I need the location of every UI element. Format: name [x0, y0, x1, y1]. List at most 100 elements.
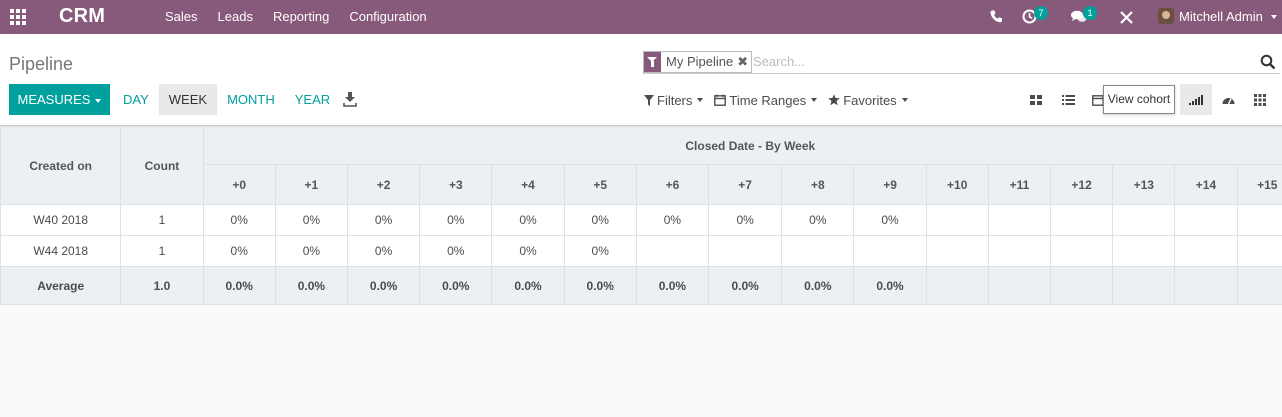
interval-year[interactable]: YEAR — [294, 92, 331, 107]
menu-leads[interactable]: Leads — [217, 9, 253, 24]
dashboard-icon — [1222, 98, 1234, 105]
cohort-cell[interactable]: 0% — [563, 235, 637, 267]
cohort-view-button[interactable] — [1180, 84, 1212, 115]
phone-icon[interactable] — [990, 10, 1002, 23]
average-count: 1.0 — [120, 266, 204, 305]
search-bar: My Pipeline ✖ — [643, 50, 1280, 74]
filters-caret-icon — [697, 98, 704, 102]
cohort-table-container: Created on Count Closed Date - By Week +… — [0, 126, 1282, 305]
average-cell — [1050, 266, 1114, 305]
cohort-cell — [1050, 204, 1114, 236]
cohort-cell — [1174, 235, 1238, 267]
cohort-cell — [853, 235, 927, 267]
control-panel: Pipeline My Pipeline ✖ MEASURES DAY WEEK… — [0, 34, 1282, 126]
activity-count-badge: 7 — [1034, 6, 1048, 20]
cohort-cell — [987, 235, 1052, 267]
interval-month[interactable]: MONTH — [227, 92, 275, 107]
top-menu: Sales Leads Reporting Configuration — [165, 0, 447, 34]
cohort-cell[interactable]: 0% — [202, 204, 276, 236]
cohort-cell[interactable]: 0% — [781, 204, 855, 236]
main-navbar: CRM Sales Leads Reporting Configuration … — [0, 0, 1282, 34]
search-facet: My Pipeline ✖ — [643, 51, 753, 73]
menu-sales[interactable]: Sales — [165, 9, 198, 24]
cohort-cell[interactable]: 0% — [853, 204, 927, 236]
page-title: Pipeline — [9, 54, 74, 74]
average-cell: 0.0% — [346, 266, 421, 305]
cohort-cell — [1236, 204, 1282, 236]
app-switcher-icon[interactable] — [10, 9, 26, 25]
cohort-cell — [781, 235, 855, 267]
favorites-dropdown[interactable]: Favorites — [828, 92, 908, 108]
app-brand[interactable]: CRM — [59, 5, 106, 27]
search-input[interactable] — [753, 50, 1253, 72]
average-cell: 0.0% — [202, 266, 276, 305]
measures-label: MEASURES — [17, 92, 91, 107]
cohort-cell — [925, 204, 989, 236]
period-column-header: +6 — [635, 164, 710, 205]
cohort-cell[interactable]: 0% — [202, 235, 276, 267]
kanban-view-button[interactable] — [1020, 84, 1052, 115]
cohort-cell[interactable]: 0% — [274, 204, 349, 236]
count-header: Count — [120, 126, 204, 205]
period-column-header: +5 — [563, 164, 637, 205]
period-column-header: +13 — [1112, 164, 1176, 205]
period-column-header: +15 — [1236, 164, 1282, 205]
cohort-cell[interactable]: 0% — [419, 204, 493, 236]
average-cell: 0.0% — [635, 266, 710, 305]
cohort-cell[interactable]: 0% — [491, 235, 565, 267]
period-column-header: +3 — [419, 164, 493, 205]
cohort-cell[interactable]: 0% — [491, 204, 565, 236]
cohort-cell[interactable]: 0% — [346, 204, 421, 236]
cohort-icon — [1189, 94, 1203, 105]
menu-reporting[interactable]: Reporting — [272, 9, 330, 24]
average-cell — [987, 266, 1052, 305]
user-menu-name[interactable]: Mitchell Admin — [1179, 9, 1263, 24]
cohort-cell[interactable]: 0% — [563, 204, 637, 236]
user-menu-caret-icon[interactable] — [1271, 15, 1277, 19]
list-view-button[interactable] — [1052, 84, 1084, 115]
download-icon[interactable] — [343, 91, 357, 107]
period-column-header: +14 — [1174, 164, 1238, 205]
filters-dropdown[interactable]: Filters — [644, 92, 704, 108]
closed-date-group-header: Closed Date - By Week — [202, 126, 1282, 165]
measures-caret-icon — [95, 98, 102, 103]
star-icon — [828, 94, 840, 106]
cohort-row-label: W44 2018 — [0, 235, 122, 267]
kanban-icon — [1030, 94, 1042, 105]
search-icon[interactable] — [1260, 54, 1276, 70]
grid-icon — [1254, 93, 1266, 106]
average-cell: 0.0% — [708, 266, 783, 305]
time-ranges-dropdown[interactable]: Time Ranges — [714, 92, 818, 108]
filter-icon — [644, 94, 654, 106]
cohort-cell[interactable]: 0% — [708, 204, 783, 236]
menu-configuration[interactable]: Configuration — [349, 9, 427, 24]
measures-button[interactable]: MEASURES — [9, 84, 110, 115]
cohort-cell[interactable]: 0% — [346, 235, 421, 267]
cohort-row[interactable]: W40 2018 1 0% 0% 0% 0% 0% 0% 0% 0% 0% 0% — [0, 204, 1282, 236]
cohort-row-count: 1 — [120, 204, 204, 236]
calendar-icon — [714, 94, 727, 106]
cohort-row[interactable]: W44 2018 1 0% 0% 0% 0% 0% 0% — [0, 235, 1282, 267]
cohort-cell[interactable]: 0% — [274, 235, 349, 267]
cohort-cell — [1174, 204, 1238, 236]
cohort-cell — [987, 204, 1052, 236]
average-cell: 0.0% — [563, 266, 637, 305]
period-column-header: +4 — [491, 164, 565, 205]
debug-tools-icon[interactable] — [1120, 11, 1133, 24]
average-cell — [1236, 266, 1282, 305]
period-column-header: +8 — [781, 164, 855, 205]
cohort-cell — [1112, 204, 1176, 236]
facet-value: My Pipeline — [666, 54, 734, 69]
created-on-header: Created on — [0, 126, 122, 205]
interval-day[interactable]: DAY — [123, 92, 149, 107]
cohort-table: Created on Count Closed Date - By Week +… — [0, 126, 1282, 305]
dashboard-view-button[interactable] — [1212, 84, 1244, 115]
cohort-cell[interactable]: 0% — [419, 235, 493, 267]
grid-view-button[interactable] — [1244, 84, 1276, 115]
user-avatar[interactable] — [1158, 8, 1174, 24]
favorites-caret-icon — [901, 98, 908, 102]
period-column-header: +11 — [987, 164, 1052, 205]
cohort-cell[interactable]: 0% — [635, 204, 710, 236]
interval-week[interactable]: WEEK — [158, 84, 218, 115]
facet-remove-icon[interactable]: ✖ — [737, 54, 749, 69]
